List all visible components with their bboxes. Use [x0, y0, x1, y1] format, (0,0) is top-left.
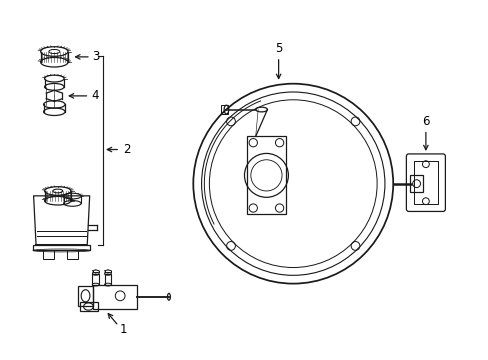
Text: 2: 2: [122, 143, 130, 156]
Text: 5: 5: [274, 42, 282, 55]
Bar: [413, 161, 437, 204]
Bar: [67, 251, 78, 259]
Bar: [43, 251, 54, 259]
Text: 4: 4: [91, 89, 99, 102]
Bar: [104, 274, 111, 285]
Bar: [92, 274, 99, 285]
Text: 6: 6: [421, 115, 429, 128]
Bar: [220, 105, 227, 114]
Bar: [93, 285, 137, 309]
Text: 3: 3: [92, 50, 100, 63]
Bar: [409, 175, 423, 193]
Bar: [33, 244, 90, 251]
Text: 1: 1: [120, 323, 127, 337]
